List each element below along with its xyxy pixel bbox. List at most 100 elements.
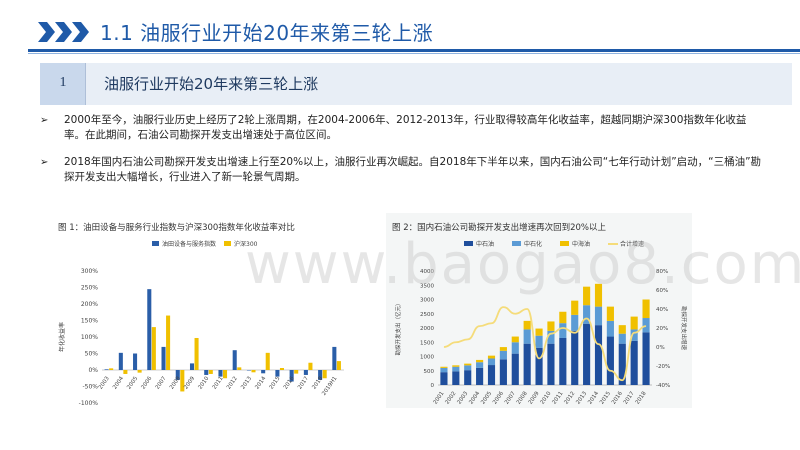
y-tick-label: -50% (82, 384, 98, 391)
x-tick-label: 2013 (240, 375, 253, 390)
x-tick-label: 2015 (599, 390, 612, 405)
bar-segment (511, 353, 519, 385)
legend-label: 油田设备与服务指数 (162, 240, 216, 248)
x-tick-label: 2009 (528, 390, 541, 405)
bar (166, 315, 171, 370)
y2-tick-label: 80% (656, 269, 668, 275)
bar (104, 369, 109, 370)
bar-segment (594, 306, 603, 326)
y-tick-label: 2500 (420, 312, 434, 318)
y-tick-label: 3500 (420, 283, 434, 289)
bar-segment (523, 320, 531, 330)
bar-segment (511, 336, 519, 343)
legend-swatch (152, 241, 159, 246)
x-tick-label: 2018 (635, 390, 648, 405)
bar-segment (464, 365, 472, 371)
bar-segment (487, 365, 496, 385)
x-tick-label: 2018 (311, 375, 324, 390)
bar-segment (440, 367, 448, 373)
bar-segment (583, 305, 591, 324)
bar-segment (487, 355, 496, 359)
bar-segment (499, 359, 507, 385)
bar-segment (487, 358, 496, 366)
bar-segment (499, 350, 507, 360)
y-tick-label: 200% (81, 301, 98, 308)
x-tick-label: 2008 (516, 390, 529, 405)
bar-segment (559, 323, 567, 338)
bar (336, 361, 341, 370)
section-number: 1 (59, 75, 67, 90)
bar-segment (618, 333, 626, 344)
bar (189, 363, 195, 370)
y2-tick-label: 20% (656, 326, 668, 332)
bar-segment (511, 342, 519, 354)
x-tick-label: 2006 (141, 375, 154, 390)
bar-segment (594, 325, 603, 385)
bar (289, 370, 294, 382)
bar-segment (618, 325, 626, 334)
bar-segment (523, 343, 531, 385)
y2-tick-label: 60% (656, 288, 668, 294)
bullet-text: 2000年至今，油服行业历史上经历了2轮上涨周期，在2004-2006年、201… (64, 114, 747, 141)
bar-segment (618, 343, 626, 385)
bar (180, 370, 185, 392)
x-tick-label: 2010 (540, 390, 553, 405)
bar (137, 370, 142, 373)
y-tick-label: 250% (81, 285, 98, 292)
x-tick-label: 2008 (169, 375, 182, 390)
section-banner (40, 63, 792, 105)
bar (175, 370, 180, 380)
x-tick-label: 2011 (212, 376, 225, 391)
chevron-right-icon (38, 22, 89, 42)
bar-segment (642, 299, 650, 319)
x-tick-label: 2017 (623, 390, 636, 405)
bar-segment (464, 363, 472, 366)
legend-swatch (464, 241, 473, 246)
y-tick-label: 1000 (420, 355, 434, 361)
x-tick-label: 2016 (611, 390, 624, 405)
bar-segment (452, 371, 460, 385)
bar (237, 367, 242, 370)
legend-label: 沪深300 (234, 240, 258, 248)
x-tick-label: 2005 (480, 390, 493, 405)
bar-segment (535, 347, 543, 385)
bar-segment (630, 340, 638, 385)
y-tick-label: 0 (431, 383, 435, 389)
chart-title: 图 2：国内石油公司勘探开发支出增速再次回到20%以上 (392, 223, 607, 233)
bar (161, 346, 166, 370)
x-tick-label: 2006 (492, 390, 505, 405)
x-tick-label: 2014 (254, 375, 267, 390)
title-divider-thin (28, 53, 800, 54)
bar (123, 370, 128, 374)
legend-swatch (512, 241, 521, 246)
legend-label: 中海油 (572, 240, 590, 248)
x-tick-label: 2004 (112, 375, 125, 390)
bar-segment (559, 337, 567, 385)
x-tick-label: 2010 (197, 375, 210, 390)
y-tick-label: 4000 (420, 269, 434, 275)
legend-label: 中石油 (476, 240, 494, 248)
bar (251, 370, 256, 373)
bar-segment (535, 328, 543, 336)
y-tick-label: 300% (81, 268, 98, 275)
y-tick-label: 2000 (420, 326, 434, 332)
legend-label: 中石化 (524, 240, 542, 248)
y-tick-label: 100% (81, 334, 98, 341)
x-tick-label: 2002 (445, 391, 458, 406)
y2-tick-label: -40% (656, 383, 670, 389)
bar-segment (606, 306, 614, 321)
bar-segment (642, 318, 650, 333)
bar (218, 370, 223, 377)
bar-segment (642, 332, 650, 385)
bar (332, 346, 337, 370)
bar-segment (571, 300, 579, 315)
title-divider (28, 49, 800, 52)
bar-segment (452, 366, 460, 372)
bar (204, 370, 209, 375)
x-tick-label: 2013 (575, 390, 588, 405)
bar-segment (594, 283, 603, 307)
bar-segment (476, 367, 484, 385)
bar (322, 370, 327, 379)
bar-segment (440, 372, 448, 385)
bar-segment (583, 286, 591, 306)
